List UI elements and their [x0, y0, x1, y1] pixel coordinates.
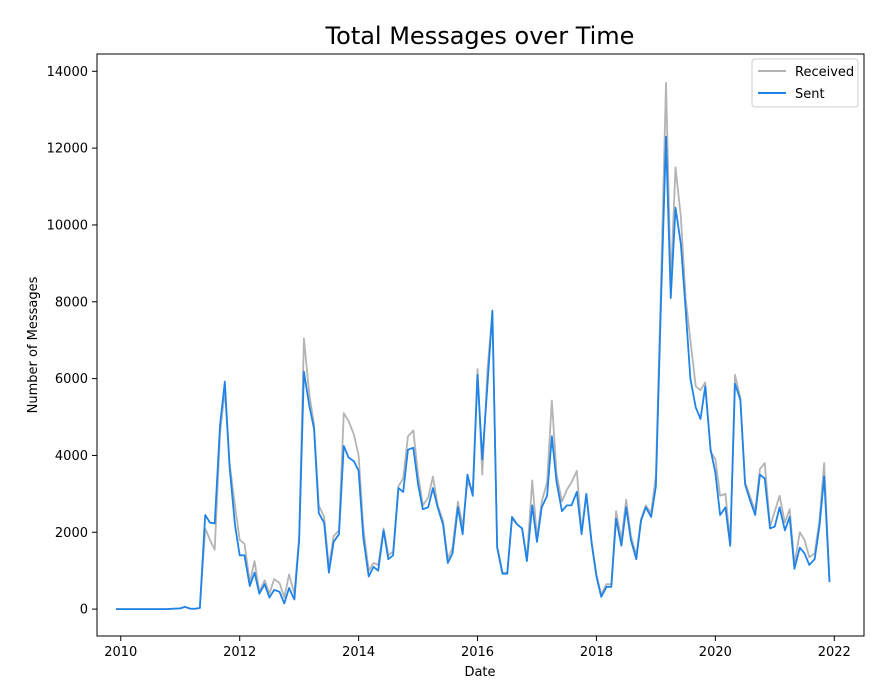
y-tick-label: 14000 [47, 65, 88, 80]
y-tick-label: 10000 [47, 218, 88, 233]
x-tick-label: 2022 [818, 645, 851, 660]
y-tick-label: 6000 [55, 372, 88, 387]
x-tick-label: 2012 [223, 645, 256, 660]
y-tick-label: 0 [80, 603, 88, 618]
y-tick-label: 2000 [55, 526, 88, 541]
x-tick-label: 2010 [104, 645, 137, 660]
series-line-sent [116, 135, 831, 611]
legend-items: Received Sent [758, 65, 854, 102]
x-tick-label: 2020 [699, 645, 732, 660]
y-tick-label: 8000 [55, 295, 88, 310]
y-tick-label: 4000 [55, 449, 88, 464]
legend-label-sent: Sent [795, 87, 825, 102]
legend-label-received: Received [795, 65, 854, 80]
x-tick-label: 2018 [580, 645, 613, 660]
plot-area-frame [96, 53, 865, 637]
y-tick-label: 12000 [47, 142, 88, 157]
chart-title: Total Messages over Time [325, 22, 635, 50]
x-axis-label: Date [464, 665, 495, 680]
y-axis-label: Number of Messages [26, 276, 41, 413]
series-layer [116, 81, 831, 611]
axis-layer: 2010 2012 2014 2016 2018 2020 2022 0 2000 4000 600… [47, 65, 851, 660]
x-tick-label: 2016 [461, 645, 494, 660]
x-tick-label: 2014 [342, 645, 375, 660]
legend: Received Sent [751, 58, 859, 108]
